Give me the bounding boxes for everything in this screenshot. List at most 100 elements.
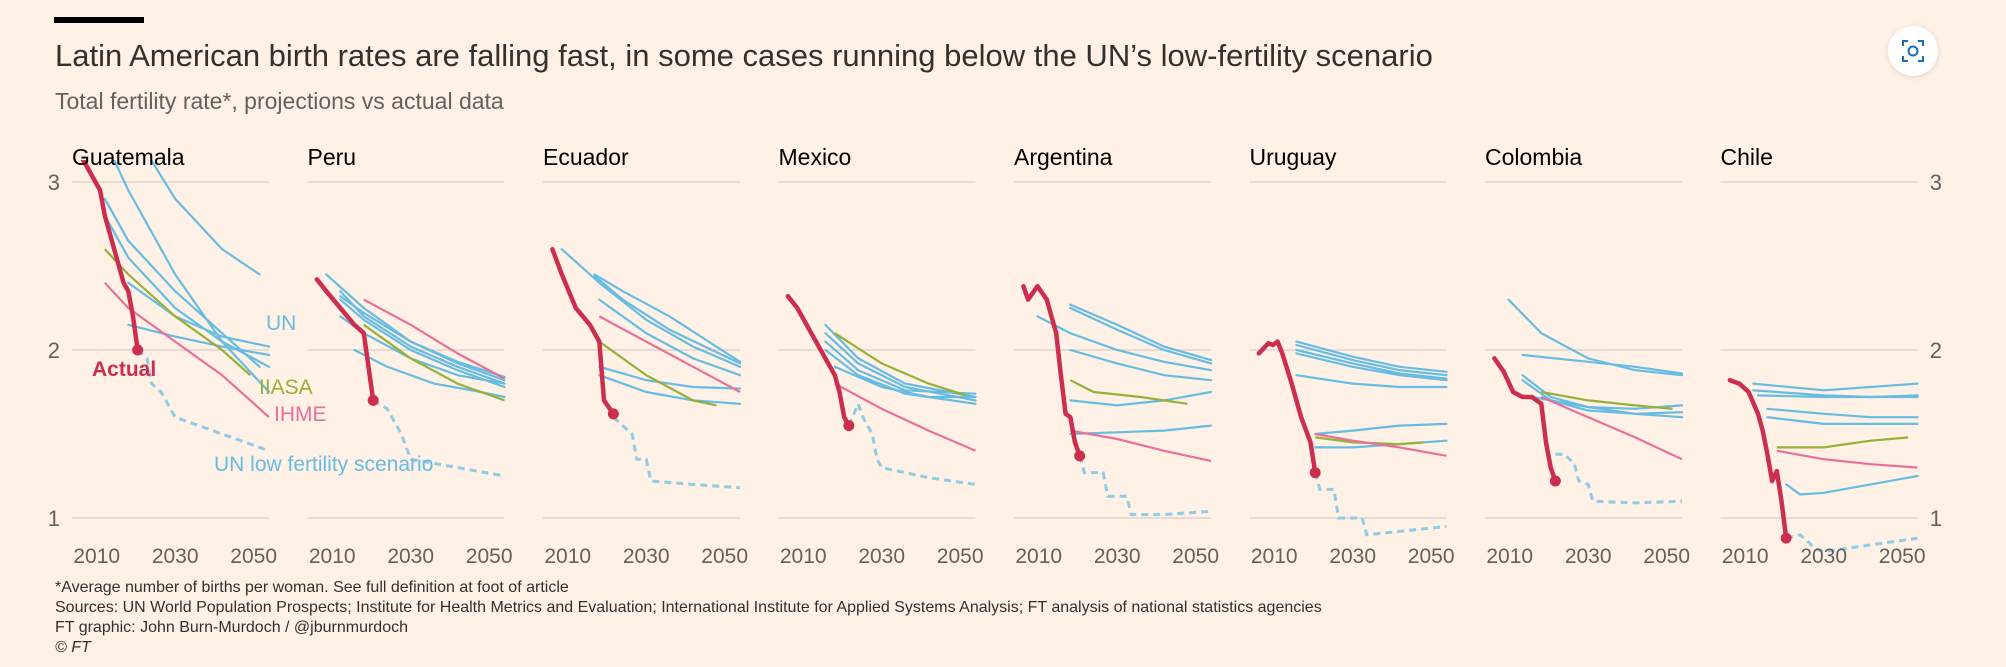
panel-title-guatemala: Guatemala [72,144,185,170]
y-tick-right-1: 1 [1930,506,1942,531]
y-tick-left-1: 1 [48,506,60,531]
x-tick-2030-chile: 2030 [1800,545,1847,568]
x-tick-2030-peru: 2030 [387,545,434,568]
un-projection-chile-3 [1756,394,1919,399]
un-projection-mexico-2 [824,332,977,402]
legend-un-low: UN low fertility scenario [214,453,433,476]
panel-title-mexico: Mexico [779,144,852,170]
y-tick-right-2: 2 [1930,338,1942,363]
un-low-scenario-ecuador [612,416,741,490]
chart-subtitle: Total fertility rate*, projections vs ac… [55,88,504,114]
copyright: © FT [55,639,91,656]
un-projection-guatemala-1 [112,160,271,394]
chart-footer: *Average number of births per woman. See… [55,578,1322,658]
un-projection-guatemala-5 [127,323,271,357]
panel-title-argentina: Argentina [1014,144,1113,170]
un-projection-ecuador-6 [598,365,742,390]
x-tick-2010-colombia: 2010 [1486,545,1533,568]
un-projection-argentina-4 [1069,348,1213,382]
x-tick-2010-peru: 2010 [309,545,356,568]
un-projection-mexico-3 [824,340,977,395]
actual-latest-point-argentina [1074,450,1086,462]
x-tick-2050-ecuador: 2050 [701,545,748,568]
iiasa-projection-colombia [1541,390,1673,410]
actual-line-peru [314,277,376,403]
un-projection-ecuador-2 [593,273,742,363]
un-projection-mexico-1 [824,323,977,399]
un-projection-uruguay-2 [1295,343,1448,377]
un-low-scenario-peru [372,399,505,478]
x-tick-2030-guatemala: 2030 [152,545,199,568]
x-tick-2050-guatemala: 2050 [230,545,277,568]
un-projection-uruguay-6 [1314,422,1448,436]
iiasa-projection-chile [1776,436,1909,449]
un-projection-ecuador-5 [598,374,742,405]
footnote: *Average number of births per woman. See… [55,579,569,596]
iiasa-projection-ecuador [598,340,717,407]
un-projection-mexico-5 [833,365,977,399]
panel-title-peru: Peru [308,144,357,170]
x-tick-2030-colombia: 2030 [1565,545,1612,568]
un-projection-chile-5 [1766,416,1919,425]
actual-latest-point-mexico [843,420,855,432]
un-low-scenario-colombia [1555,452,1683,505]
actual-line-chile [1727,377,1789,541]
panel-title-colombia: Colombia [1485,144,1582,170]
un-low-scenario-argentina [1078,455,1212,517]
actual-latest-point-peru [367,394,379,406]
un-projection-guatemala-6 [149,160,261,276]
un-projection-argentina-2 [1069,306,1213,365]
un-projection-colombia-1 [1507,298,1684,377]
x-tick-2050-peru: 2050 [466,545,513,568]
un-projection-peru-3 [339,298,506,389]
y-tick-left-2: 2 [48,338,60,363]
actual-line-ecuador [550,246,616,417]
un-projection-chile-6 [1785,474,1919,496]
iiasa-projection-mexico [834,332,967,397]
x-tick-2030-mexico: 2030 [858,545,905,568]
actual-line-mexico [785,293,852,428]
un-projection-colombia-5 [1530,395,1684,419]
ihme-projection-peru [363,298,506,380]
x-tick-2030-argentina: 2030 [1094,545,1141,568]
un-projection-colombia-2 [1521,353,1684,375]
actual-latest-point-ecuador [607,408,619,420]
actual-line-argentina [1021,283,1082,459]
legend-un: UN [266,312,296,335]
x-tick-2050-colombia: 2050 [1643,545,1690,568]
actual-latest-point-chile [1780,532,1792,544]
x-tick-2010-guatemala: 2010 [73,545,120,568]
plot-lines [80,160,1919,554]
panel-title-uruguay: Uruguay [1250,144,1337,170]
un-projection-uruguay-1 [1295,340,1448,373]
y-tick-right-3: 3 [1930,170,1942,195]
un-projection-guatemala-2 [103,197,261,368]
un-projection-argentina-1 [1069,303,1213,362]
x-tick-2010-uruguay: 2010 [1251,545,1298,568]
expand-button[interactable] [1888,26,1938,76]
x-tick-2010-ecuador: 2010 [544,545,591,568]
x-tick-2050-chile: 2050 [1879,545,1926,568]
un-projection-ecuador-4 [598,298,742,377]
actual-line-guatemala [80,160,140,353]
x-tick-2050-uruguay: 2050 [1408,545,1455,568]
un-low-scenario-mexico [847,399,976,486]
actual-latest-point-uruguay [1309,467,1321,479]
ihme-projection-mexico [834,382,976,452]
un-projection-argentina-6 [1069,424,1213,436]
ihme-projection-ecuador [598,315,741,393]
x-tick-2010-chile: 2010 [1722,545,1769,568]
un-projection-chile-1 [1752,382,1919,392]
sources: Sources: UN World Population Prospects; … [55,599,1322,616]
iiasa-projection-guatemala [103,248,251,377]
x-tick-2050-mexico: 2050 [937,545,984,568]
ihme-projection-guatemala [103,282,270,419]
un-projection-mexico-4 [824,348,977,405]
un-projection-guatemala-4 [127,281,271,348]
actual-line-colombia [1492,356,1558,484]
un-low-scenario-uruguay [1313,472,1447,537]
un-projection-uruguay-4 [1295,352,1448,382]
panel-title-ecuador: Ecuador [543,144,629,170]
x-tick-2010-mexico: 2010 [780,545,827,568]
